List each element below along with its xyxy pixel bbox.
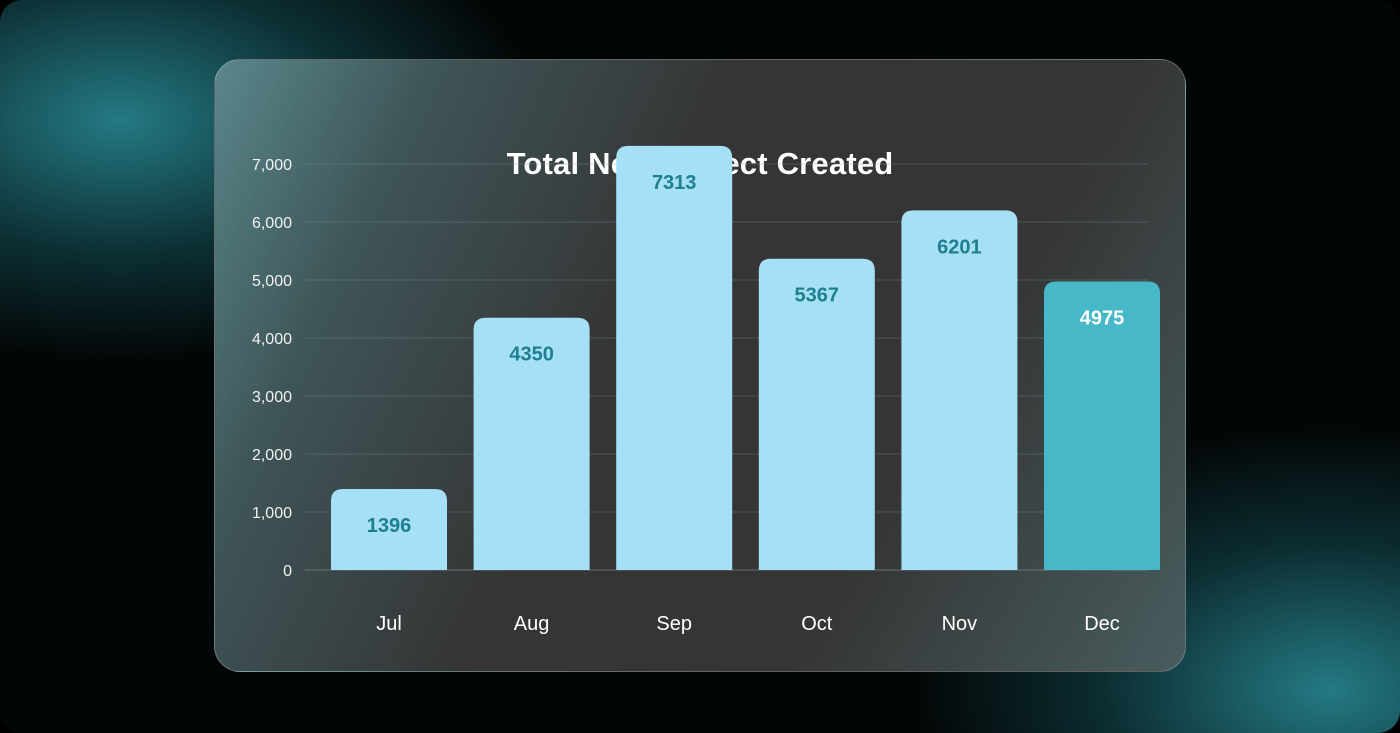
x-tick-label: Jul	[376, 613, 402, 635]
data-label: 7313	[652, 172, 697, 194]
x-tick-label: Oct	[801, 613, 833, 635]
data-label: 4975	[1080, 307, 1125, 329]
data-label: 4350	[509, 344, 554, 366]
x-tick-label: Aug	[514, 613, 550, 635]
y-tick-label: 4,000	[252, 331, 292, 348]
bar-jul	[331, 489, 447, 570]
y-tick-label: 7,000	[252, 157, 292, 174]
x-tick-label: Sep	[656, 613, 692, 635]
y-tick-label: 3,000	[252, 389, 292, 406]
data-label: 1396	[367, 515, 412, 537]
x-tick-label: Dec	[1084, 613, 1120, 635]
data-label: 5367	[795, 285, 840, 307]
bar-dec	[1044, 281, 1160, 570]
bar-nov	[901, 210, 1018, 571]
data-label: 6201	[937, 236, 982, 258]
y-tick-label: 2,000	[252, 447, 292, 464]
y-tick-label: 1,000	[252, 505, 292, 522]
bar-aug	[473, 317, 590, 570]
y-tick-label: 6,000	[252, 215, 292, 232]
x-tick-label: Nov	[942, 613, 978, 635]
bar-sep	[616, 145, 733, 570]
y-tick-label: 0	[283, 563, 292, 580]
bar-oct	[758, 258, 875, 570]
y-tick-label: 5,000	[252, 273, 292, 290]
